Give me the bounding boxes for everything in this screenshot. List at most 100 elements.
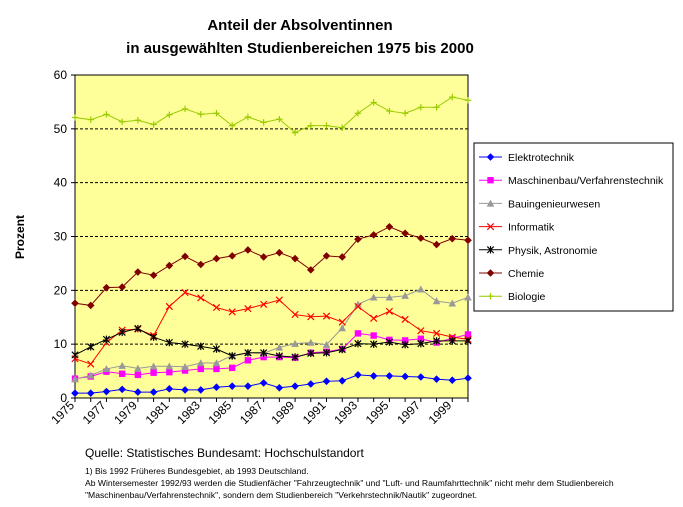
data-point xyxy=(134,117,142,124)
data-point xyxy=(354,339,362,348)
legend-box xyxy=(473,142,674,312)
series-line xyxy=(74,328,468,358)
y-tick-label: 50 xyxy=(54,122,68,136)
data-point xyxy=(432,329,441,338)
data-point xyxy=(260,119,267,126)
data-point xyxy=(244,305,252,313)
legend: Elektrotechnik Maschinenbau/Verfahrenstec… xyxy=(473,142,674,312)
data-point xyxy=(385,307,394,315)
data-point xyxy=(228,252,236,260)
data-point xyxy=(369,293,378,301)
data-point xyxy=(165,362,174,370)
data-point xyxy=(134,388,142,396)
legend-label: Elektrotechnik xyxy=(508,152,575,164)
data-point xyxy=(417,339,425,348)
data-point xyxy=(417,373,425,381)
series-0 xyxy=(71,371,472,397)
x-tick-label: 1985 xyxy=(206,398,235,427)
data-point xyxy=(275,352,283,360)
data-point xyxy=(197,111,204,118)
data-point xyxy=(385,293,394,301)
data-point xyxy=(196,359,205,367)
data-point xyxy=(432,297,441,305)
legend-item: Maschinenbau/Verfahrenstechnik xyxy=(479,175,664,187)
data-point xyxy=(401,315,409,324)
data-point xyxy=(165,338,173,347)
data-point xyxy=(165,261,174,270)
data-point xyxy=(118,370,126,377)
data-point xyxy=(149,388,158,396)
data-point xyxy=(229,364,236,372)
footnote-line: 1) Bis 1992 Früheres Bundesgebiet, ab 19… xyxy=(85,466,309,476)
data-point xyxy=(150,121,157,128)
data-point xyxy=(228,382,236,390)
data-point xyxy=(307,122,314,129)
data-point xyxy=(354,300,362,308)
data-point xyxy=(86,389,95,397)
data-point xyxy=(354,235,362,243)
data-point xyxy=(323,122,330,129)
data-point xyxy=(354,371,362,379)
data-point xyxy=(338,318,346,326)
data-point xyxy=(165,302,173,311)
data-point xyxy=(291,353,299,361)
legend-item: Informatik xyxy=(479,222,555,234)
y-tick-label: 30 xyxy=(54,230,68,244)
data-point xyxy=(212,345,221,353)
data-point xyxy=(338,324,347,332)
x-tick-label: 1999 xyxy=(426,398,455,427)
data-point xyxy=(487,293,494,300)
x-tick-label: 1989 xyxy=(268,398,297,427)
x-tick-label: 1981 xyxy=(143,398,172,427)
data-point xyxy=(118,385,126,394)
data-point xyxy=(385,338,394,346)
legend-item: Bauingenieurwesen xyxy=(479,198,600,210)
data-point xyxy=(71,299,79,308)
data-point xyxy=(386,107,393,115)
x-tick-label: 1983 xyxy=(174,398,203,427)
data-point xyxy=(134,268,142,276)
y-tick-label: 10 xyxy=(54,337,68,351)
data-point xyxy=(486,199,495,207)
data-point xyxy=(401,341,409,349)
line-chart: Anteil der Absolventinnen in ausgewählte… xyxy=(13,17,674,427)
data-point xyxy=(307,266,315,274)
data-point xyxy=(291,339,299,347)
legend-label: Biologie xyxy=(508,291,546,303)
data-point xyxy=(464,236,472,245)
data-point xyxy=(307,380,315,388)
data-point xyxy=(370,332,377,339)
y-tick-label: 60 xyxy=(54,68,68,82)
data-point xyxy=(417,234,425,242)
data-point xyxy=(448,337,456,345)
data-point xyxy=(486,246,495,254)
data-point xyxy=(354,330,362,337)
data-point xyxy=(401,110,409,117)
data-point xyxy=(260,349,268,357)
data-point xyxy=(370,314,378,322)
data-point xyxy=(228,352,236,360)
data-point xyxy=(432,375,441,383)
data-point xyxy=(102,335,111,344)
legend-item: Elektrotechnik xyxy=(479,152,575,164)
data-point xyxy=(464,374,472,382)
x-tick-label: 1997 xyxy=(394,398,423,427)
x-tick-label: 1979 xyxy=(111,398,140,427)
data-point xyxy=(134,364,142,372)
data-point xyxy=(260,353,267,361)
data-point xyxy=(432,240,441,249)
legend-item: Chemie xyxy=(479,268,544,280)
x-tick-labels: 1975 1977 1979 1981 1983 1985 1987 1989 1991 1993… xyxy=(48,398,469,427)
data-point xyxy=(417,327,425,335)
legend-item: Physik, Astronomie xyxy=(479,245,597,257)
data-point xyxy=(102,365,111,373)
data-point xyxy=(102,387,111,396)
data-point xyxy=(401,337,409,344)
data-point xyxy=(86,301,95,310)
data-point xyxy=(103,111,110,118)
data-point xyxy=(486,153,495,161)
data-point xyxy=(134,371,142,379)
data-point xyxy=(307,349,315,358)
data-point xyxy=(71,114,79,121)
series-6 xyxy=(71,93,472,136)
